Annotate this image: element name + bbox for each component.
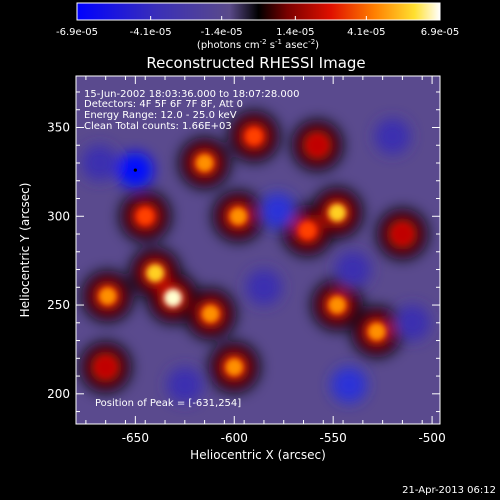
bright-sources [96,127,412,377]
y-tick-label: 300 [47,209,70,223]
colorbar-frame [76,2,441,21]
source-core [229,207,248,226]
negative-source [166,366,203,403]
source-core [245,127,264,146]
annotation-peak: Position of Peak = [-631,254] [95,398,241,409]
source-core [98,287,117,306]
source-core [201,304,220,323]
x-tick-label: -500 [418,431,445,445]
colorbar-tick-label: 1.4e-05 [276,27,314,38]
negative-source [245,269,282,306]
colorbar-unit: (photons cm-2 s-1 asec-2) [197,38,319,51]
x-tick-label: -650 [122,431,149,445]
mid-sources [81,118,431,403]
colorbar-tick-label: 4.1e-05 [347,27,385,38]
source-core [146,264,165,283]
x-axis-label: Heliocentric X (arcsec) [190,448,326,462]
footer-date: 21-Apr-2013 06:12 [402,485,496,496]
y-axis-label: Heliocentric Y (arcsec) [18,183,32,318]
negative-source [374,118,411,155]
plot-frame [75,75,441,425]
colorbar-tick-label: 6.9e-05 [421,27,459,38]
source-core [96,358,115,377]
annotation-detectors: Detectors: 4F 5F 6F 7F 8F, Att 0 [84,99,243,110]
y-tick-label: 350 [47,120,70,134]
axis-ticks: -650 -600 -550 -500 200 250 300 350 [47,76,446,445]
annotation-time: 15-Jun-2002 18:03:36.000 to 18:07:28.000 [84,89,300,100]
source-core [225,358,244,377]
x-tick-label: -550 [320,431,347,445]
source-core [367,322,386,341]
peak-marker [133,168,137,172]
source-core [163,288,182,307]
negative-source [259,192,296,229]
colorbar-gradient [77,3,440,20]
source-core [298,221,317,240]
source-core [195,154,214,172]
source-core [328,296,347,315]
plot-area: -650 -600 -550 -500 200 250 300 350 15-Jun-2002… [47,75,446,445]
source-core [328,203,347,222]
colorbar-ticks: -6.9e-05 -4.1e-05 -1.4e-05 1.4e-05 4.1e-05 6.… [56,16,459,38]
negative-source [331,366,367,403]
colorbar: -6.9e-05 -4.1e-05 -1.4e-05 1.4e-05 4.1e-05 6.… [56,2,459,51]
colorbar-tick-label: -6.9e-05 [56,27,98,38]
y-tick-label: 250 [47,298,70,312]
colorbar-tick-label: -1.4e-05 [201,27,243,38]
negative-source [81,145,118,181]
chart-title: Reconstructed RHESSI Image [146,54,365,72]
negative-source [334,251,371,288]
y-tick-label: 200 [47,387,70,401]
source-core [308,136,327,155]
x-tick-label: -600 [221,431,248,445]
annotation-energy: Energy Range: 12.0 - 25.0 keV [84,110,237,121]
annotation-clean: Clean Total counts: 1.66E+03 [84,121,232,132]
source-core [136,207,155,226]
source-core [393,225,412,244]
colorbar-tick-label: -4.1e-05 [130,27,172,38]
negative-source [394,304,431,341]
